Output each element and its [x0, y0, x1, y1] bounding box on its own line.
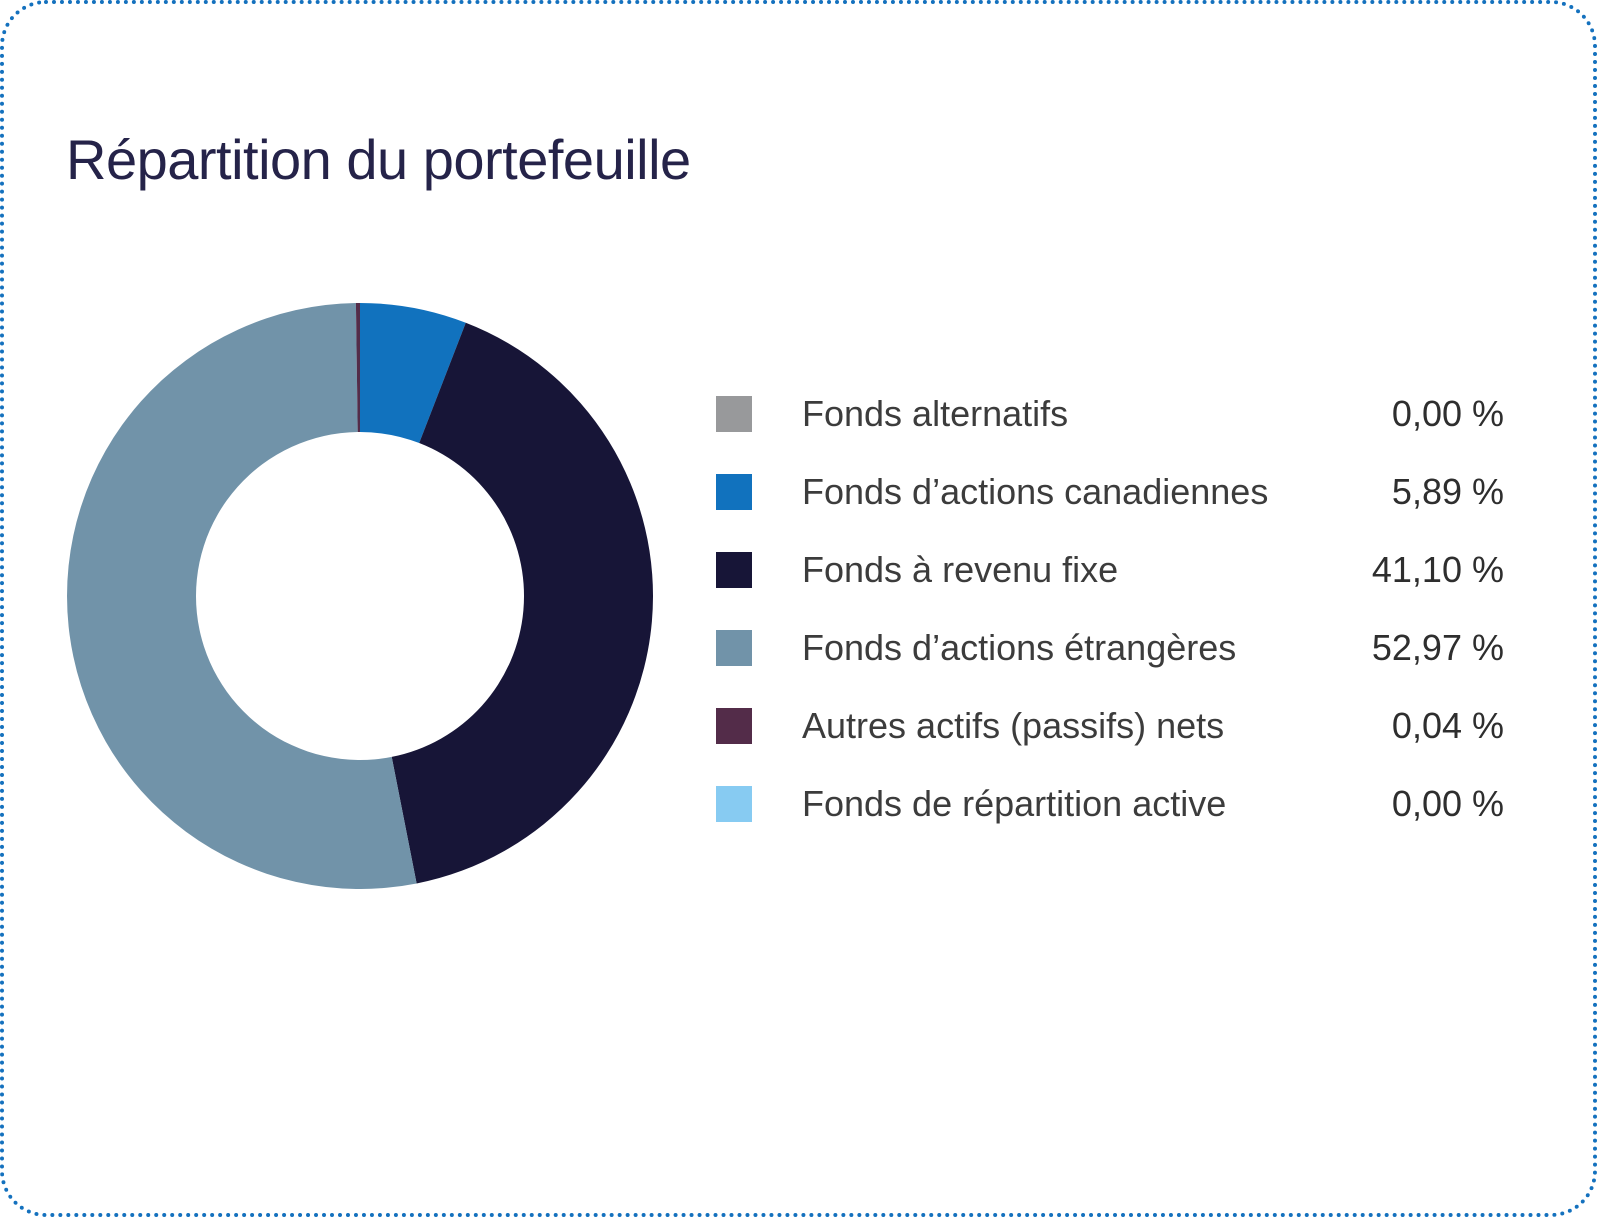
legend-label: Fonds à revenu fixe	[802, 549, 1119, 590]
legend-item-actions-canadiennes: Fonds d’actions canadiennes 5,89 %	[716, 471, 1504, 512]
legend-item-fonds-alternatifs: Fonds alternatifs 0,00 %	[716, 393, 1504, 434]
legend-item-repartition-active: Fonds de répartition active 0,00 %	[716, 783, 1504, 824]
legend-value: 5,89 %	[1391, 471, 1504, 512]
legend-swatch	[716, 786, 752, 822]
legend-label: Fonds alternatifs	[802, 393, 1069, 434]
donut-chart	[67, 303, 653, 889]
donut-slice-revenu-fixe	[391, 322, 653, 884]
legend-item-revenu-fixe: Fonds à revenu fixe 41,10 %	[716, 549, 1504, 590]
page-title: Répartition du portefeuille	[66, 128, 691, 191]
legend-swatch	[716, 708, 752, 744]
legend-label: Fonds d’actions canadiennes	[802, 471, 1269, 512]
legend-label: Autres actifs (passifs) nets	[802, 705, 1225, 746]
chart-legend: Fonds alternatifs 0,00 % Fonds d’actions…	[716, 393, 1504, 824]
legend-label: Fonds d’actions étrangères	[802, 627, 1237, 668]
legend-swatch	[716, 630, 752, 666]
legend-value: 41,10 %	[1371, 549, 1504, 590]
legend-swatch	[716, 474, 752, 510]
donut-slice-actions-canadiennes	[360, 303, 466, 444]
legend-value: 0,00 %	[1391, 783, 1504, 824]
legend-value: 52,97 %	[1371, 627, 1504, 668]
legend-swatch	[716, 552, 752, 588]
legend-item-actions-etrangeres: Fonds d’actions étrangères 52,97 %	[716, 627, 1504, 668]
donut-slice-autres-actifs	[355, 303, 360, 433]
legend-label: Fonds de répartition active	[802, 783, 1227, 824]
donut-slice-actions-etrangeres	[67, 303, 417, 889]
legend-swatch	[716, 396, 752, 432]
legend-value: 0,04 %	[1391, 705, 1504, 746]
legend-value: 0,00 %	[1391, 393, 1504, 434]
legend-item-autres-actifs: Autres actifs (passifs) nets 0,04 %	[716, 705, 1504, 746]
